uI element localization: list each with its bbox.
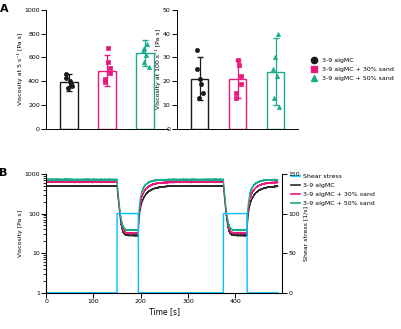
Bar	[229, 79, 246, 129]
Point	[104, 45, 111, 51]
Point	[63, 75, 69, 80]
Point	[276, 105, 283, 110]
Point	[237, 74, 244, 79]
Point	[69, 83, 75, 89]
Point	[144, 42, 151, 47]
Point	[140, 49, 146, 54]
Point	[67, 81, 74, 86]
Point	[236, 62, 242, 67]
Point	[271, 55, 278, 60]
Text: A: A	[0, 4, 8, 14]
Point	[233, 95, 239, 100]
Y-axis label: Shear stress [1/s]: Shear stress [1/s]	[303, 206, 308, 261]
Legend: Shear stress, 3-9 algMC, 3-9 algMC + 30% sand, 3-9 algMC + 50% sand: Shear stress, 3-9 algMC, 3-9 algMC + 30%…	[291, 174, 375, 206]
Point	[105, 60, 111, 65]
Y-axis label: Viscosity [Pa s]: Viscosity [Pa s]	[18, 210, 23, 257]
Bar	[267, 72, 284, 129]
Bar	[61, 82, 77, 129]
Point	[197, 76, 203, 82]
Y-axis label: Viscosity at 100 s⁻¹ [Pa s]: Viscosity at 100 s⁻¹ [Pa s]	[155, 29, 161, 109]
Point	[141, 45, 147, 51]
Point	[102, 80, 109, 85]
Point	[107, 65, 113, 71]
Point	[235, 57, 241, 63]
Legend: 3-9 algMC, 3-9 algMC + 30% sand, 3-9 algMC + 50% sand: 3-9 algMC, 3-9 algMC + 30% sand, 3-9 alg…	[307, 58, 393, 81]
X-axis label: Time [s]: Time [s]	[149, 307, 180, 316]
Point	[195, 95, 202, 100]
Bar	[136, 53, 154, 129]
Bar	[191, 79, 208, 129]
Point	[146, 64, 152, 69]
Point	[233, 90, 239, 96]
Text: B: B	[0, 168, 7, 178]
Point	[274, 74, 280, 79]
Point	[107, 70, 113, 76]
Bar	[98, 70, 115, 129]
Point	[270, 67, 277, 72]
Point	[200, 90, 206, 96]
Point	[238, 81, 244, 86]
Point	[194, 67, 200, 72]
Point	[63, 71, 69, 77]
Point	[143, 52, 150, 58]
Point	[67, 79, 73, 84]
Point	[194, 48, 200, 53]
Y-axis label: Viscosity at 5 s⁻¹ [Pa s]: Viscosity at 5 s⁻¹ [Pa s]	[17, 33, 23, 106]
Point	[102, 76, 108, 82]
Point	[141, 60, 147, 65]
Point	[275, 31, 281, 36]
Point	[271, 95, 277, 100]
Point	[198, 81, 205, 86]
Point	[65, 86, 71, 91]
